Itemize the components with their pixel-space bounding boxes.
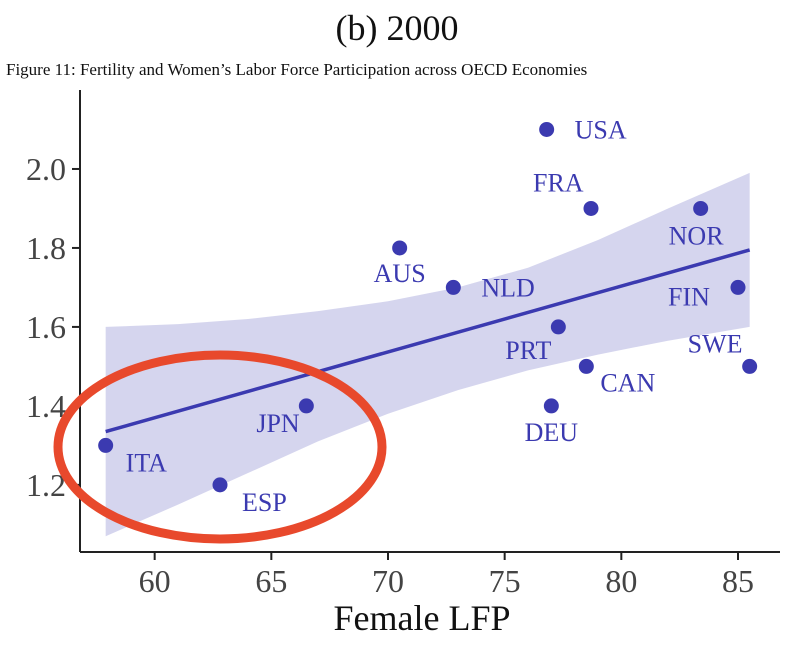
point-label-fra: FRA [533,168,584,197]
x-tick-label: 60 [139,563,171,599]
data-point-swe [742,358,758,374]
x-tick-label: 70 [372,563,404,599]
point-label-usa: USA [575,115,627,144]
y-tick-label: 1.4 [26,388,66,424]
y-tick-label: 1.6 [26,309,66,345]
data-point-jpn [298,398,314,414]
data-point-aus [392,240,408,256]
x-tick-label: 75 [489,563,521,599]
point-label-jpn: JPN [256,409,300,438]
data-point-esp [212,477,228,493]
y-tick-label: 2.0 [26,151,66,187]
point-label-swe: SWE [688,329,743,358]
point-label-can: CAN [600,368,655,397]
regression-line [105,248,751,434]
x-tick-label: 65 [255,563,287,599]
point-label-aus: AUS [374,259,426,288]
figure-caption: Figure 11: Fertility and Women’s Labor F… [6,60,588,79]
point-label-nld: NLD [481,273,534,302]
y-tick-label: 1.8 [26,230,66,266]
data-point-deu [543,398,559,414]
data-point-nor [693,200,709,216]
highlight-ellipse [53,350,387,544]
point-label-deu: DEU [525,418,579,447]
y-tick-label: 1.2 [26,467,66,503]
data-point-fra [583,200,599,216]
point-label-nor: NOR [669,221,725,250]
data-point-can [578,358,594,374]
data-point-nld [445,279,461,295]
data-point-fin [730,279,746,295]
point-label-ita: ITA [126,448,167,477]
x-tick-label: 80 [605,563,637,599]
x-axis-title: Female LFP [334,598,511,638]
confidence-band [105,172,750,537]
data-point-prt [550,319,566,335]
data-point-ita [98,437,114,453]
x-tick-label: 85 [722,563,754,599]
point-label-esp: ESP [242,488,287,517]
chart-panel-title: (b) 2000 [335,8,459,48]
data-point-usa [539,121,555,137]
point-label-prt: PRT [505,336,551,365]
point-label-fin: FIN [668,282,710,311]
